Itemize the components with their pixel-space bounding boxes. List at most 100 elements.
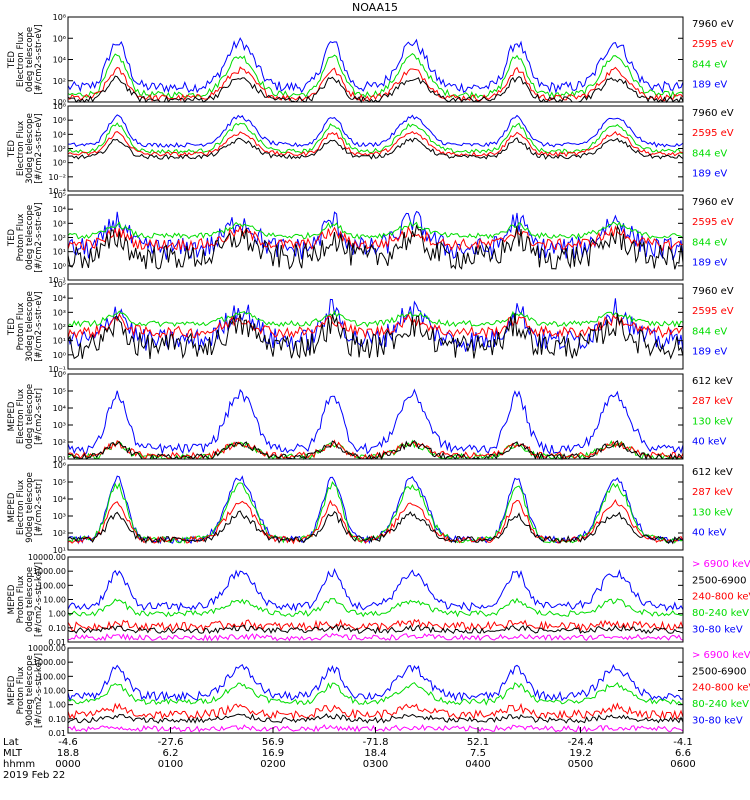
x-tick-label-1-2: 16.9 [262,748,284,759]
y-axis-label-1-0: TED [7,139,17,158]
y-tick-label-7-4: 100.00 [38,672,66,681]
legend-label-6-4: 30-80 keV [692,624,743,635]
y-tick-label-1-4: 10⁴ [53,130,66,139]
y-tick-label-2-0: 10⁻¹ [48,276,66,285]
y-tick-label-4-1: 10² [53,438,66,447]
legend-label-6-0: > 6900 keV [692,559,750,570]
y-axis-label-5-2: 90deg telescope [25,472,35,543]
legend-label-7-3: 80-240 keV [692,699,749,710]
y-tick-label-7-1: 0.10 [48,715,66,724]
x-tick-label-0-5: -24.4 [568,737,594,748]
x-tick-label-1-1: 6.2 [163,748,179,759]
legend-label-5-3: 40 keV [692,528,726,539]
legend-label-1-3: 189 eV [692,169,727,180]
y-axis-label-1-1: Electron Flux [16,121,26,176]
panel-frame-5 [67,464,684,551]
y-tick-label-5-2: 10³ [53,512,66,521]
y-axis-label-2-2: 0deg telescope [25,205,35,270]
legend-label-2-0: 7960 eV [692,197,734,208]
x-tick-label-2-6: 0600 [670,759,695,770]
y-tick-label-7-0: 0.01 [48,729,66,738]
x-tick-label-2-4: 0400 [465,759,490,770]
y-axis-label-4-2: 0deg telescope [25,384,35,449]
y-axis-label-6-1: Proton Flux [16,576,26,624]
y-tick-label-0-0: 10⁰ [53,98,66,107]
y-tick-label-4-4: 10⁵ [53,387,66,396]
y-tick-label-4-2: 10³ [53,421,66,430]
legend-label-0-0: 7960 eV [692,19,734,30]
y-tick-label-5-4: 10⁵ [53,478,66,487]
legend-label-4-3: 40 keV [692,437,726,448]
y-axis-label-7-1: Proton Flux [16,667,26,715]
legend-label-2-2: 844 eV [692,237,727,248]
y-tick-label-7-2: 1.00 [48,701,66,710]
y-tick-label-6-5: 1000.00 [33,567,66,576]
y-tick-label-2-5: 10⁴ [53,205,66,214]
y-axis-label-0-1: Electron Flux [16,32,26,87]
y-tick-label-5-3: 10⁴ [53,495,66,504]
y-axis-label-1-2: 30deg telescope [25,113,35,184]
y-tick-label-5-1: 10² [53,529,66,538]
legend-label-7-1: 2500-6900 [692,666,747,677]
series-line-7-0 [67,663,684,702]
series-line-3-2 [67,313,684,340]
x-row-label-2: hhmm [3,759,35,770]
series-line-1-1 [67,122,684,155]
y-tick-label-3-5: 10⁴ [53,294,66,303]
series-line-6-2 [67,618,684,633]
series-line-5-3 [67,510,684,545]
series-line-6-3 [67,624,684,635]
y-axis-label-3-0: TED [7,317,17,336]
x-tick-label-2-5: 0500 [568,759,593,770]
y-tick-label-7-5: 1000.00 [33,658,66,667]
legend-label-0-3: 189 eV [692,80,727,91]
x-tick-label-2-3: 0300 [363,759,388,770]
x-tick-label-1-6: 6.6 [675,748,691,759]
y-axis-label-6-0: MEPED [7,584,17,614]
y-tick-label-1-3: 10² [53,145,66,154]
y-axis-label-7-0: MEPED [7,675,17,705]
y-axis-label-7-3: [#/cm2-s-str-keV] [34,653,44,728]
series-line-6-1 [67,597,684,618]
x-tick-label-0-2: 56.9 [262,737,284,748]
series-line-0-1 [67,52,684,100]
x-tick-label-2-0: 0000 [55,759,80,770]
series-line-2-0 [67,210,684,261]
y-axis-label-4-3: [#/cm2-s-str] [34,388,44,445]
y-axis-label-2-0: TED [7,228,17,247]
y-axis-label-3-2: 30deg telescope [25,291,35,362]
y-tick-label-2-6: 10⁵ [53,191,66,200]
x-tick-label-1-4: 7.5 [470,748,486,759]
y-tick-label-1-1: 10⁻² [48,173,66,182]
y-tick-label-2-3: 10² [53,234,66,243]
legend-label-1-2: 844 eV [692,148,727,159]
y-tick-label-6-0: 0.01 [48,638,66,647]
y-tick-label-4-0: 10¹ [53,455,66,464]
series-line-2-2 [67,224,684,252]
x-axis-date: 2019 Feb 22 [3,770,65,781]
series-line-6-4 [67,632,684,642]
y-tick-label-3-1: 10⁰ [53,351,66,360]
series-line-4-0 [67,388,684,455]
y-tick-label-1-0: 10⁻⁴ [48,187,66,196]
legend-label-6-3: 80-240 keV [692,608,749,619]
y-axis-label-2-3: [#/cm2-s-str-eV] [34,202,44,272]
y-axis-label-5-3: [#/cm2-s-str] [34,479,44,536]
series-line-7-2 [67,702,684,721]
legend-label-3-2: 844 eV [692,326,727,337]
y-tick-label-2-4: 10³ [53,219,66,228]
series-line-0-0 [67,37,684,95]
series-line-3-3 [67,312,684,360]
y-tick-label-1-2: 10⁰ [53,159,66,168]
x-tick-label-0-1: -27.6 [158,737,184,748]
y-axis-label-5-0: MEPED [7,492,17,522]
x-tick-label-2-2: 0200 [260,759,285,770]
y-axis-label-2-1: Proton Flux [16,214,26,262]
series-line-2-1 [67,220,684,240]
series-line-7-1 [67,682,684,706]
legend-label-7-4: 30-80 keV [692,715,743,726]
legend-label-6-2: 240-800 keV [692,592,750,603]
y-tick-label-6-1: 0.10 [48,624,66,633]
